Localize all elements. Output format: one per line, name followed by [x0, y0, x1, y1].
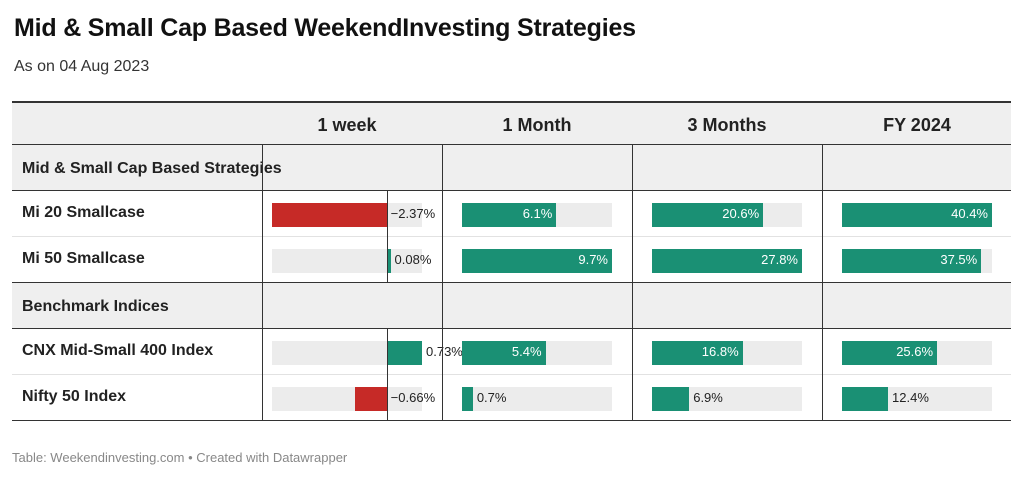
bar-cell: 5.4%: [462, 329, 612, 375]
group-header: Mid & Small Cap Based Strategies: [12, 145, 1011, 191]
zero-line: [386, 329, 388, 375]
column-header-3-months: 3 Months: [687, 115, 767, 135]
bar-track: [272, 249, 422, 273]
data-label: 12.4%: [892, 390, 929, 405]
page-subtitle: As on 04 Aug 2023: [14, 58, 150, 75]
bar-track: [462, 387, 612, 411]
bar: [842, 341, 938, 365]
data-label: 40.4%: [951, 206, 988, 221]
bar: [386, 249, 391, 273]
zero-line: [386, 237, 388, 283]
bar-cell: 40.4%: [842, 191, 992, 237]
bar: [462, 387, 473, 411]
bar-cell: 0.7%: [462, 375, 612, 421]
bar: [652, 341, 743, 365]
bar-cell: 16.8%: [652, 329, 802, 375]
bar-cell: −2.37%: [272, 191, 435, 237]
data-label: 27.8%: [761, 252, 798, 267]
table-header: 1 week 1 Month 3 Months FY 2024: [12, 101, 1011, 145]
footer-credit: Table: Weekendinvesting.com • Created wi…: [12, 450, 348, 465]
bar: [652, 387, 690, 411]
column-separator: [632, 145, 633, 421]
data-label: 16.8%: [701, 344, 739, 359]
bar-cell: 6.1%: [462, 191, 612, 237]
bar: [652, 249, 802, 273]
table-row: Nifty 50 Index −0.66% 0.7% 6.9% 12.4%: [12, 375, 1011, 421]
bar: [462, 341, 546, 365]
bar-cell: 0.08%: [272, 237, 431, 283]
bar: [462, 249, 612, 273]
bar: [386, 341, 422, 365]
group-label: Benchmark Indices: [22, 298, 169, 315]
data-label: 9.7%: [578, 252, 608, 267]
data-label: 5.4%: [511, 344, 542, 359]
zero-line: [386, 375, 388, 421]
data-label: 0.73%: [426, 344, 463, 359]
bar: [462, 203, 557, 227]
performance-table: 1 week 1 Month 3 Months FY 2024 Mid & Sm…: [12, 101, 1011, 426]
group-label: Mid & Small Cap Based Strategies: [22, 160, 282, 177]
data-label: 25.6%: [896, 344, 934, 359]
data-label: −2.37%: [390, 206, 436, 221]
column-separator: [262, 145, 263, 421]
row-label: Mi 50 Smallcase: [22, 250, 145, 267]
bar-cell: 6.9%: [652, 375, 802, 421]
bar-cell: 27.8%: [652, 237, 802, 283]
bar-cell: −0.66%: [272, 375, 435, 421]
row-label: Mi 20 Smallcase: [22, 204, 145, 221]
row-label: CNX Mid-Small 400 Index: [22, 342, 214, 359]
bar: [354, 387, 387, 411]
data-label: 6.9%: [693, 390, 723, 405]
data-label: 6.1%: [522, 206, 553, 221]
data-label: 0.7%: [476, 390, 507, 405]
bar: [652, 203, 764, 227]
data-label: 0.08%: [394, 252, 432, 267]
table-row: Mi 20 Smallcase −2.37% 6.1% 20.6% 40.4%: [12, 191, 1011, 237]
data-label: 37.5%: [940, 252, 978, 267]
bar-cell: 0.73%: [272, 329, 463, 375]
column-header-1-week: 1 week: [317, 115, 377, 135]
data-label: 20.6%: [722, 206, 760, 221]
bar-cell: 12.4%: [842, 375, 992, 421]
bar-track: [272, 387, 422, 411]
column-separator: [822, 145, 823, 421]
zero-line: [386, 191, 388, 237]
column-header-fy-2024: FY 2024: [883, 115, 951, 135]
column-separator: [442, 145, 443, 421]
row-label: Nifty 50 Index: [22, 388, 127, 405]
page-title: Mid & Small Cap Based WeekendInvesting S…: [14, 14, 636, 42]
bar-cell: 9.7%: [462, 237, 612, 283]
bar-cell: 37.5%: [842, 237, 992, 283]
bar: [842, 203, 992, 227]
bar-cell: 20.6%: [652, 191, 802, 237]
bar-cell: 25.6%: [842, 329, 992, 375]
group-header: Benchmark Indices: [12, 283, 1011, 329]
table-row: Mi 50 Smallcase 0.08% 9.7% 27.8% 37.5%: [12, 237, 1011, 283]
column-header-1-month: 1 Month: [502, 115, 572, 135]
bar: [842, 249, 982, 273]
bar: [272, 203, 387, 227]
bar: [842, 387, 889, 411]
data-label: −0.66%: [390, 390, 436, 405]
table-row: CNX Mid-Small 400 Index 0.73% 5.4% 16.8% 25.…: [12, 329, 1011, 375]
